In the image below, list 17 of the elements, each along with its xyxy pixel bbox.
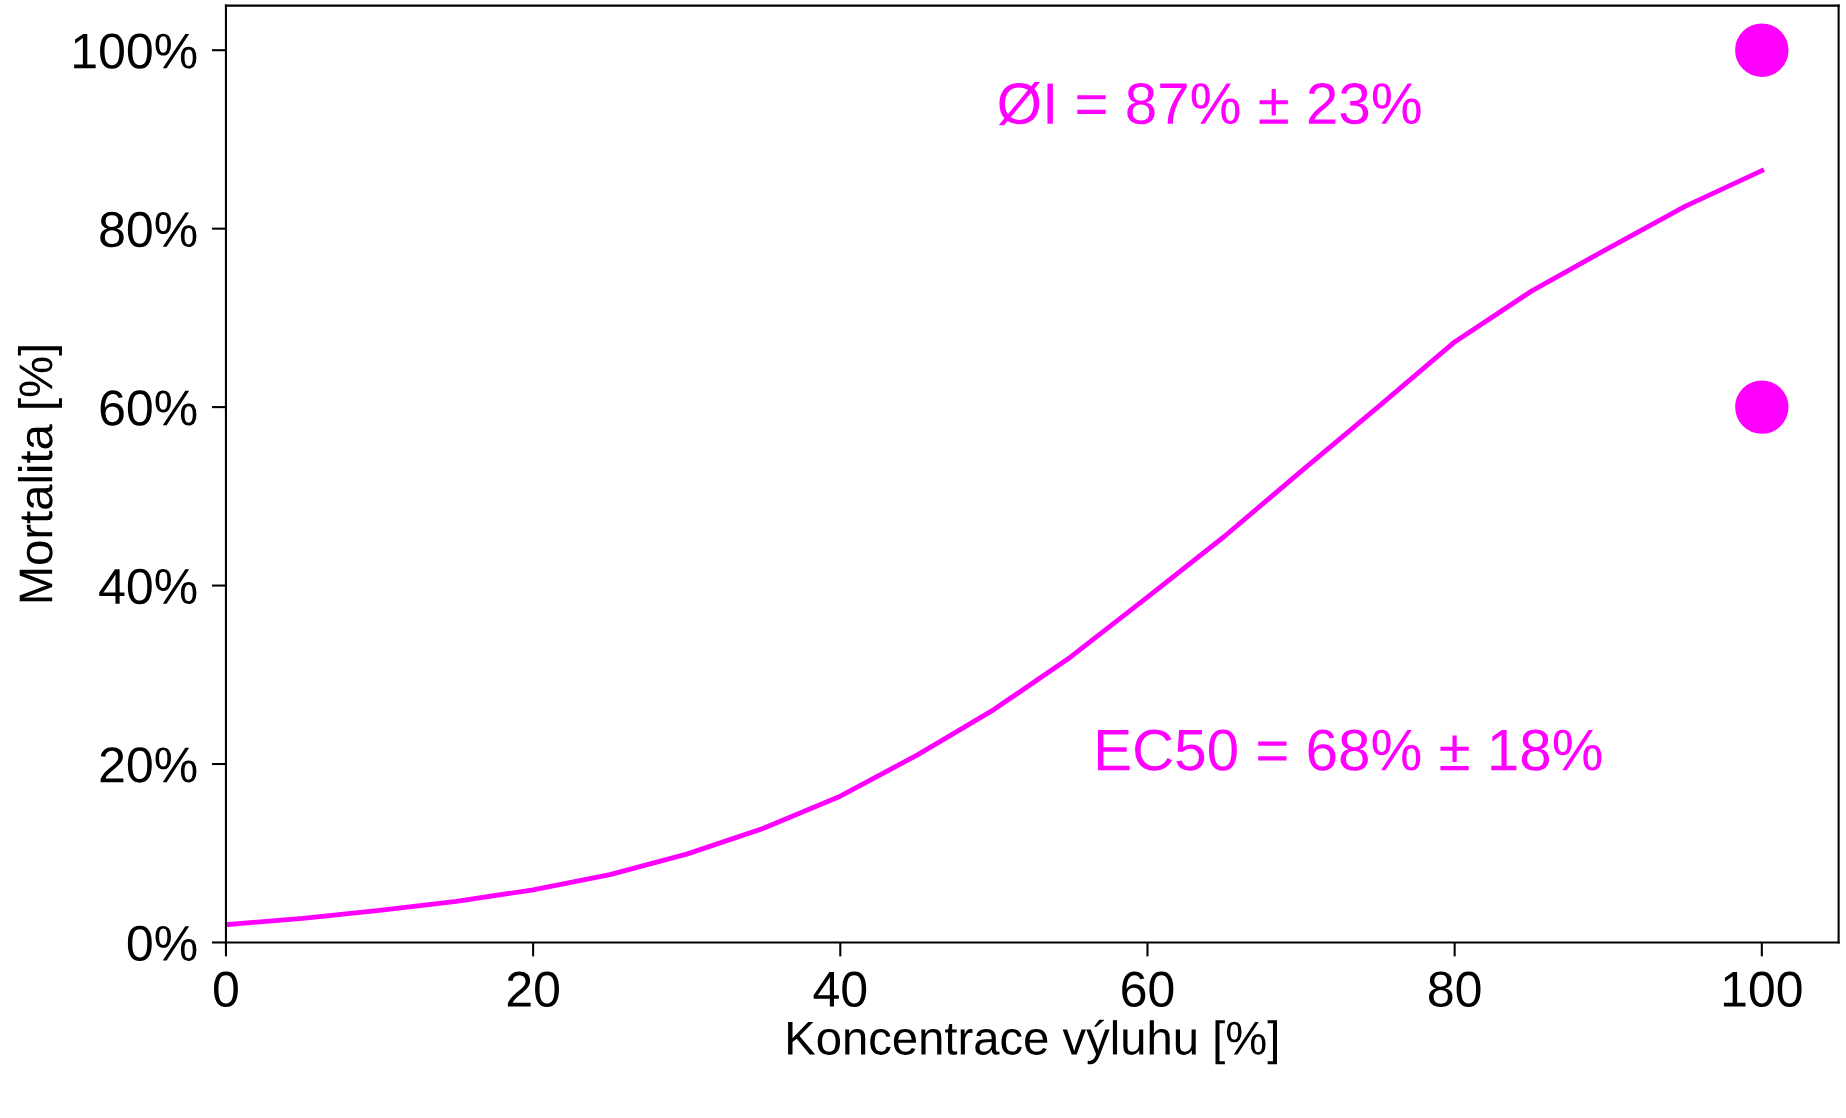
x-tick-label: 20	[507, 971, 559, 1007]
y-tick-label: 100%	[74, 33, 197, 69]
x-tick-label: 100	[1723, 971, 1802, 1007]
y-axis-title: Mortalita [%]	[17, 346, 62, 602]
x-tick-label: 60	[1122, 971, 1174, 1007]
x-tick-label: 0	[214, 971, 238, 1007]
annotation: ØI = 87% ± 23%	[998, 81, 1421, 126]
y-tick-label: 20%	[100, 747, 197, 783]
x-tick-label: 80	[1429, 971, 1481, 1007]
annotation: EC50 = 68% ± 18%	[1097, 729, 1602, 771]
y-tick-label: 0%	[127, 925, 197, 962]
x-axis-title: Koncentrace výluhu [%]	[788, 1019, 1277, 1065]
y-tick-label: 40%	[99, 568, 197, 605]
x-tick-label: 40	[813, 971, 867, 1007]
y-tick-label: 80%	[100, 211, 197, 248]
y-tick-label: 60%	[100, 390, 197, 426]
line-series	[225, 168, 1765, 928]
